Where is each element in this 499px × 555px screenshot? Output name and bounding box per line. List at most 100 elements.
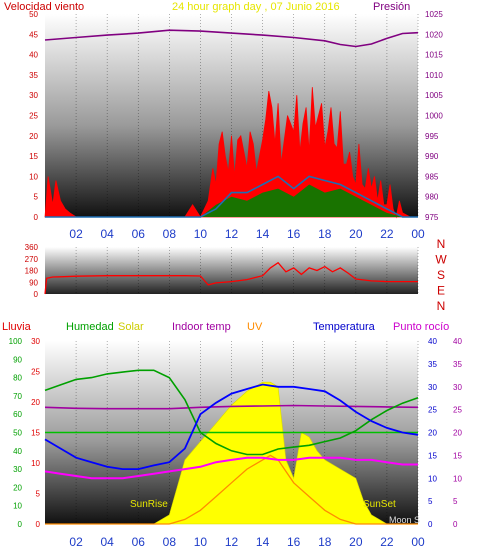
y-tick-label: 70 [13, 392, 22, 401]
pressure-label: Presión [373, 1, 410, 13]
compass-label: E [437, 284, 445, 298]
x-tick-label: 20 [349, 535, 363, 549]
x-tick-label: 10 [194, 227, 208, 241]
chart-title: 24 hour graph day , 07 Junio 2016 [172, 1, 340, 13]
y-tick-label: 5 [36, 490, 41, 499]
panel3-rain-axis: 0 5 10 15 20 25 30 [31, 337, 40, 529]
y-tick-label: 1015 [425, 51, 443, 60]
y-tick-label: 15 [428, 451, 437, 460]
y-tick-label: 0 [34, 290, 39, 299]
wind-average-area [45, 184, 418, 217]
y-tick-label: 995 [425, 132, 439, 141]
y-tick-label: 0 [428, 520, 433, 529]
y-tick-label: 1000 [425, 112, 443, 121]
panel3-humidity-axis: 0 10 20 30 40 50 60 70 80 90 100 [9, 337, 23, 529]
y-tick-label: 990 [425, 152, 439, 161]
x-tick-label: 08 [163, 227, 177, 241]
panel3-uv-axis: 0 5 10 15 20 25 30 35 40 [453, 337, 462, 529]
x-tick-label: 08 [163, 535, 177, 549]
y-tick-label: 10 [31, 459, 40, 468]
y-tick-label: 40 [13, 447, 22, 456]
y-tick-label: 25 [428, 406, 437, 415]
sunset-label: SunSet [363, 499, 396, 510]
y-tick-label: 1025 [425, 10, 443, 19]
legend-uv: UV [247, 321, 263, 333]
y-tick-label: 20 [31, 398, 40, 407]
x-tick-label: 04 [100, 535, 114, 549]
y-tick-label: 15 [29, 152, 38, 161]
legend-solar: Solar [118, 321, 144, 333]
y-tick-label: 30 [29, 91, 38, 100]
y-tick-label: 975 [425, 213, 439, 222]
x-tick-label: 12 [225, 227, 239, 241]
panel2-grid [75, 247, 419, 294]
humidity-line [44, 369, 419, 456]
y-tick-label: 0 [18, 520, 23, 529]
y-tick-label: 40 [453, 337, 462, 346]
y-tick-label: 10 [453, 474, 462, 483]
y-tick-label: 985 [425, 172, 439, 181]
panel1-left-axis: 0 5 10 15 20 25 30 35 40 45 50 [29, 10, 38, 222]
x-tick-label: 16 [287, 227, 301, 241]
x-tick-label: 02 [69, 227, 83, 241]
y-tick-label: 100 [9, 337, 23, 346]
panel1-grid [75, 14, 419, 217]
y-tick-label: 30 [453, 383, 462, 392]
x-tick-label: 22 [380, 227, 394, 241]
legend-temperature: Temperatura [313, 321, 376, 333]
x-tick-label: 22 [380, 535, 394, 549]
panel1-x-axis: 02 04 06 08 10 12 14 16 18 20 22 00 [69, 227, 425, 241]
panel3-series [44, 369, 419, 525]
y-tick-label: 20 [453, 429, 462, 438]
y-tick-label: 25 [453, 406, 462, 415]
x-tick-label: 14 [256, 535, 270, 549]
y-tick-label: 10 [428, 474, 437, 483]
y-tick-label: 10 [29, 172, 38, 181]
y-tick-label: 90 [13, 355, 22, 364]
y-tick-label: 15 [31, 429, 40, 438]
y-tick-label: 30 [13, 465, 22, 474]
y-tick-label: 90 [29, 278, 38, 287]
y-tick-label: 50 [29, 10, 38, 19]
y-tick-label: 0 [34, 213, 39, 222]
x-tick-label: 12 [225, 535, 239, 549]
panel3-temperature-axis: 0 5 10 15 20 25 30 35 40 [428, 337, 437, 529]
x-tick-label: 20 [349, 227, 363, 241]
solar-area [45, 381, 418, 525]
compass-label: N [437, 237, 446, 251]
x-tick-label: 04 [100, 227, 114, 241]
legend-dew-point: Punto rocío [393, 321, 449, 333]
y-tick-label: 25 [31, 368, 40, 377]
y-tick-label: 25 [29, 112, 38, 121]
wind-direction-line [45, 175, 418, 218]
y-tick-label: 0 [36, 520, 41, 529]
y-tick-label: 0 [453, 520, 458, 529]
panel2-left-axis: 0 90 180 270 360 [25, 243, 39, 299]
y-tick-label: 35 [29, 71, 38, 80]
compass-label: W [435, 253, 447, 267]
panel1-right-axis: 975 980 985 990 995 1000 1005 1010 1015 1020 1025 [425, 10, 443, 222]
x-tick-label: 10 [194, 535, 208, 549]
legend-humidity: Humedad [66, 321, 114, 333]
y-tick-label: 30 [428, 383, 437, 392]
legend-rain: Lluvia [2, 321, 32, 333]
y-tick-label: 270 [25, 255, 39, 264]
y-tick-label: 35 [453, 360, 462, 369]
x-tick-label: 06 [132, 535, 146, 549]
y-tick-label: 1020 [425, 30, 443, 39]
y-tick-label: 10 [13, 502, 22, 511]
y-tick-label: 15 [453, 451, 462, 460]
legend-indoor: Indoor temp [172, 321, 231, 333]
sunrise-label: SunRise [130, 499, 168, 510]
y-tick-label: 5 [34, 193, 39, 202]
pressure-line [44, 29, 419, 48]
y-tick-label: 180 [25, 267, 39, 276]
indoor-temp-line [44, 404, 419, 410]
x-tick-label: 06 [132, 227, 146, 241]
moon-label: Moon S [389, 515, 420, 525]
y-tick-label: 5 [428, 497, 433, 506]
dew-point-line [44, 456, 418, 480]
y-tick-label: 80 [13, 374, 22, 383]
